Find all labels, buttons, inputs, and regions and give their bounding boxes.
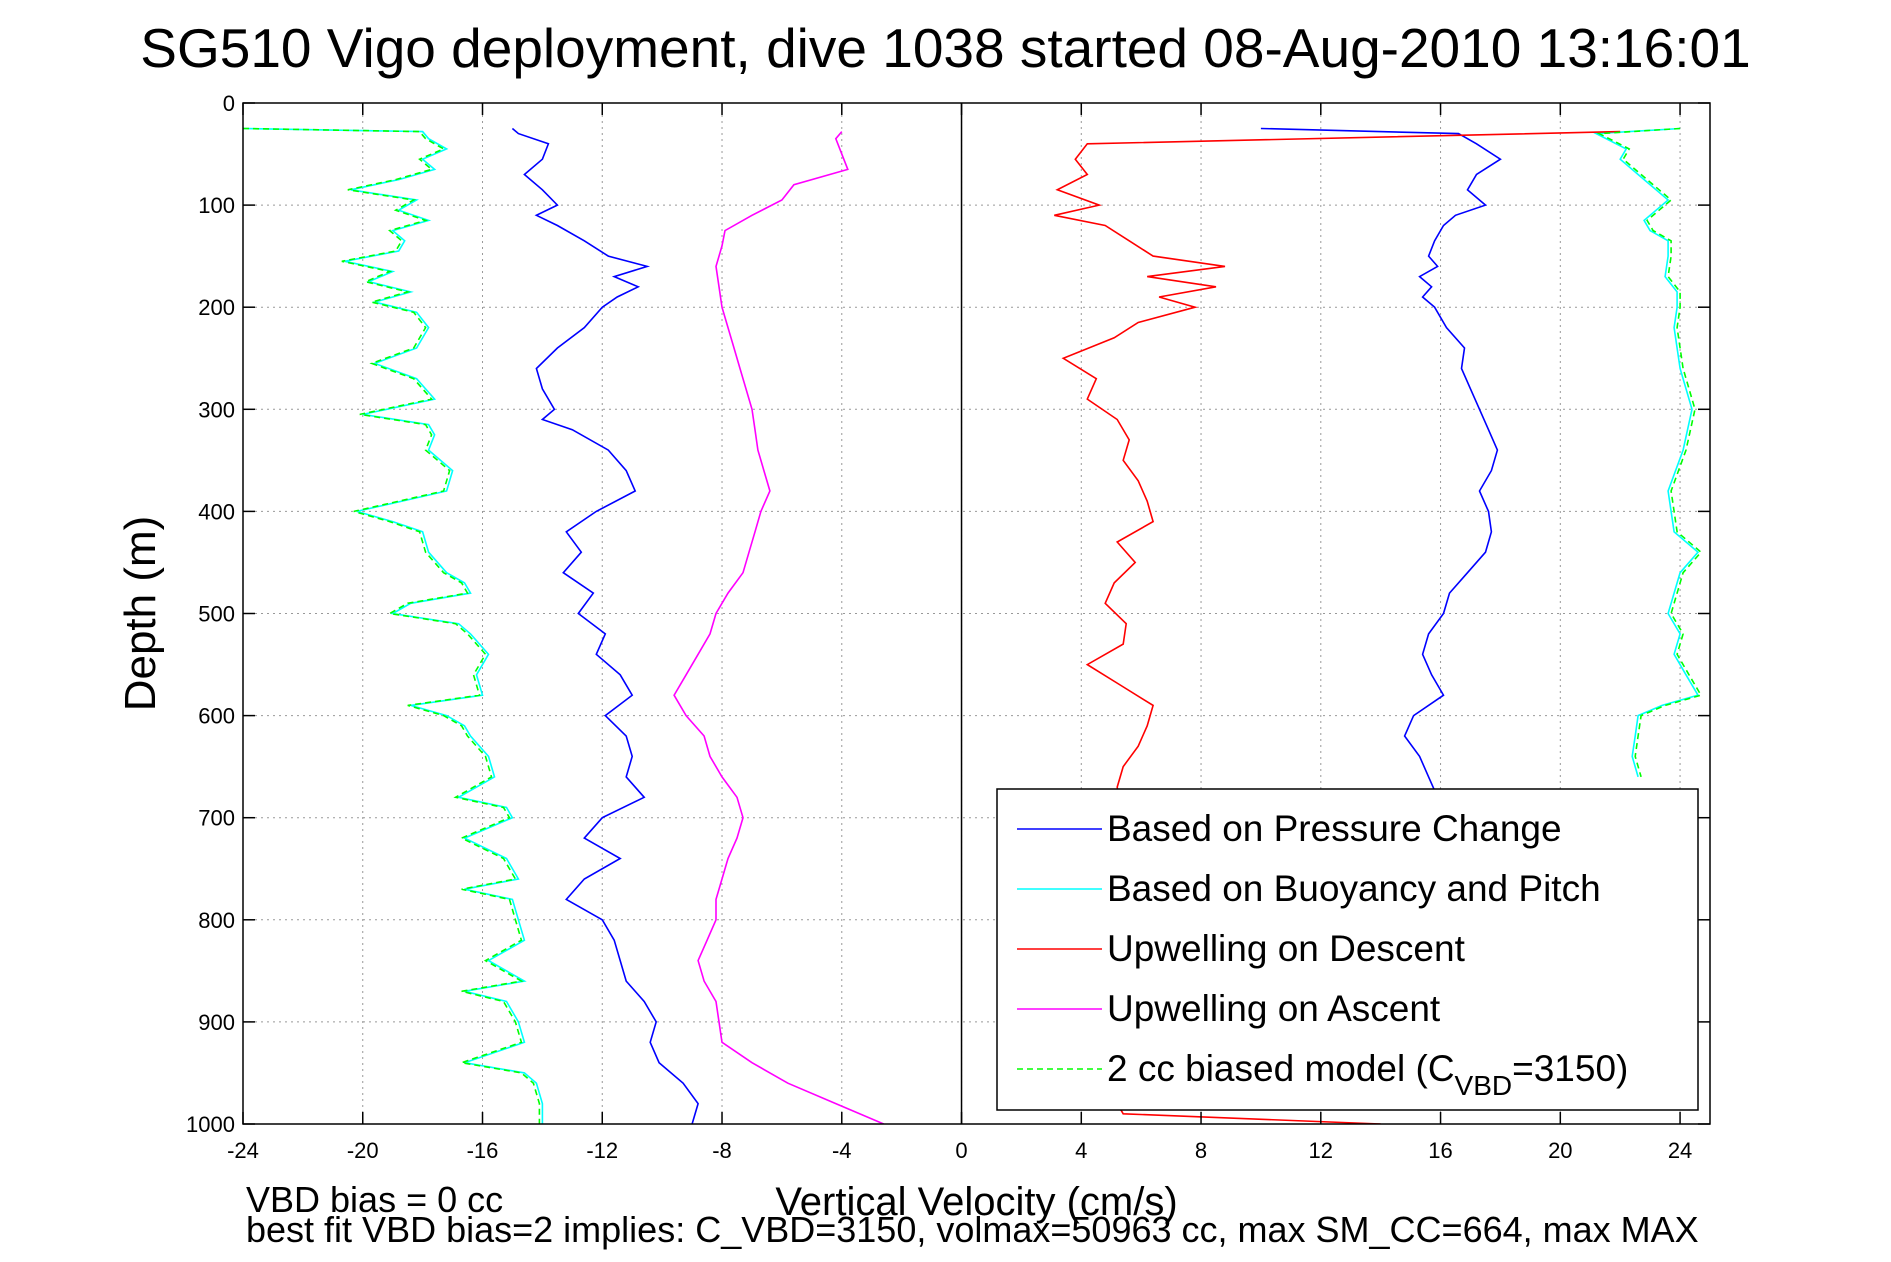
y-tick-label: 0 bbox=[223, 91, 235, 116]
legend-entry-label: Upwelling on Descent bbox=[1107, 928, 1466, 969]
y-tick-label: 600 bbox=[198, 704, 235, 729]
axes-layer: -24 -20 -16 -12 -8 -4 0 4 8 12 16 20 24 0 100 200 300 400… bbox=[116, 91, 1711, 1224]
legend: Based on Pressure Change Based on Buoyanc… bbox=[996, 788, 1699, 1111]
x-tick-label: -20 bbox=[347, 1138, 379, 1163]
x-tick-label: 24 bbox=[1668, 1138, 1692, 1163]
series-upw_ascent bbox=[673, 131, 885, 1124]
y-tick-label: 300 bbox=[198, 397, 235, 422]
legend-box bbox=[996, 788, 1699, 1111]
x-tick-label: -12 bbox=[586, 1138, 618, 1163]
x-tick-label: -16 bbox=[467, 1138, 499, 1163]
y-tick-label: 700 bbox=[198, 806, 235, 831]
x-tick-label: 12 bbox=[1309, 1138, 1333, 1163]
legend-entry-label: Based on Buoyancy and Pitch bbox=[1107, 868, 1601, 909]
x-tick-label: -24 bbox=[227, 1138, 259, 1163]
y-tick-label: 400 bbox=[198, 499, 235, 524]
series-buoyancy-ascent bbox=[1593, 127, 1700, 778]
y-tick-label: 1000 bbox=[186, 1112, 235, 1137]
y-axis-label: Depth (m) bbox=[116, 516, 165, 712]
x-tick-label: 16 bbox=[1428, 1138, 1452, 1163]
y-tick-label: 500 bbox=[198, 602, 235, 627]
series-buoyancy-descent bbox=[243, 127, 544, 1124]
y-tick-label: 200 bbox=[198, 295, 235, 320]
legend-entry-label: 2 cc biased model (CVBD=3150) bbox=[1107, 1048, 1628, 1101]
x-tick-label: 0 bbox=[955, 1138, 967, 1163]
x-axis-label: Vertical Velocity (cm/s) bbox=[775, 1180, 1177, 1224]
x-tick-label: 8 bbox=[1195, 1138, 1207, 1163]
x-tick-label: 20 bbox=[1548, 1138, 1572, 1163]
x-tick-label: -4 bbox=[832, 1138, 852, 1163]
y-tick-label: 900 bbox=[198, 1010, 235, 1035]
series-layer bbox=[243, 127, 1703, 1124]
x-tick-label: 4 bbox=[1075, 1138, 1087, 1163]
series-pressure-descent bbox=[511, 127, 699, 1124]
legend-entry-label: Upwelling on Ascent bbox=[1107, 988, 1441, 1029]
y-tick-label: 800 bbox=[198, 908, 235, 933]
chart-title: SG510 Vigo deployment, dive 1038 started… bbox=[140, 17, 1751, 79]
series-pressure-ascent bbox=[1260, 127, 1502, 798]
y-tick-label: 100 bbox=[198, 193, 235, 218]
series-model-ascent bbox=[1596, 127, 1703, 778]
vbd-bias-note: VBD bias = 0 cc bbox=[246, 1179, 504, 1220]
legend-entry-label: Based on Pressure Change bbox=[1107, 808, 1562, 849]
best-fit-note: best fit VBD bias=2 implies: C_VBD=3150,… bbox=[246, 1209, 1699, 1250]
x-tick-label: -8 bbox=[712, 1138, 732, 1163]
series-model-descent bbox=[243, 127, 541, 1124]
